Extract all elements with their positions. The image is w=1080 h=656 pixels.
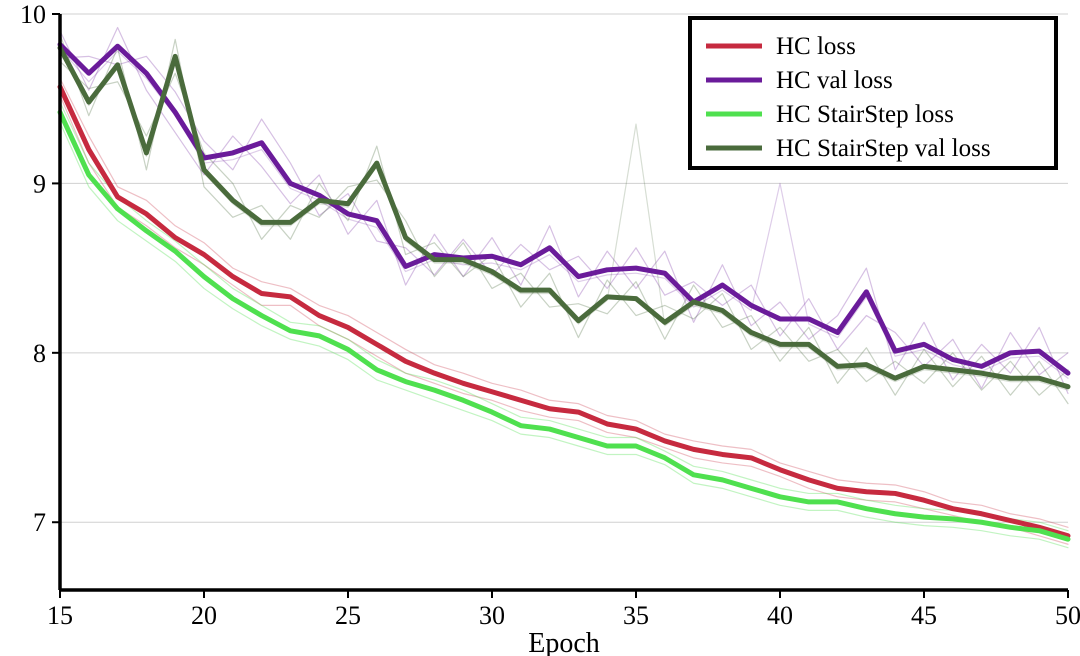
x-tick-label: 20 xyxy=(191,601,217,630)
x-tick-label: 35 xyxy=(623,601,649,630)
y-tick-label: 9 xyxy=(33,169,46,198)
x-tick-label: 40 xyxy=(767,601,793,630)
legend-label: HC loss xyxy=(776,33,856,60)
legend-label: HC StairStep val loss xyxy=(776,135,991,162)
legend-label: HC StairStep loss xyxy=(776,101,954,128)
x-tick-label: 15 xyxy=(47,601,73,630)
x-tick-label: 25 xyxy=(335,601,361,630)
legend-label: HC val loss xyxy=(776,67,893,94)
loss-chart: 15 20 25 30 35 40 45 50 7 8 9 10 Epoch HC loss HC val … xyxy=(0,0,1080,656)
y-tick-label: 7 xyxy=(33,508,46,537)
x-tick-label: 50 xyxy=(1055,601,1080,630)
x-axis-label: Epoch xyxy=(528,628,600,656)
y-tick-label: 10 xyxy=(20,0,46,29)
x-tick-label: 30 xyxy=(479,601,505,630)
x-tick-label: 45 xyxy=(911,601,937,630)
y-tick-label: 8 xyxy=(33,339,46,368)
